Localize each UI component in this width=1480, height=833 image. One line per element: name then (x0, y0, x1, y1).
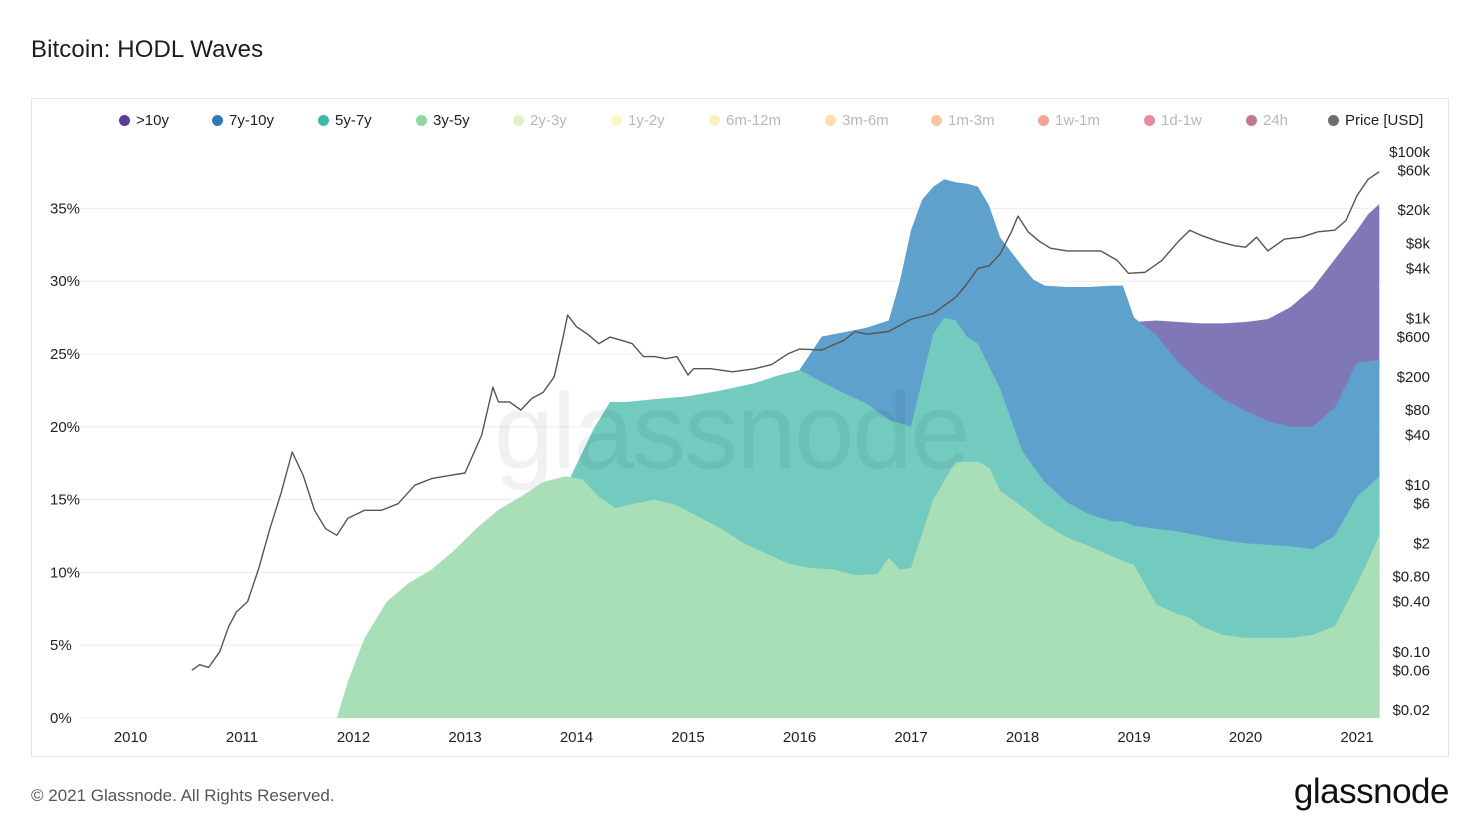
price-tick-label: $4k (1406, 260, 1431, 277)
x-tick-label: 2013 (448, 729, 481, 746)
legend-dot (709, 115, 720, 126)
legend-item[interactable]: 1m-3m (931, 112, 995, 129)
legend-dot (119, 115, 130, 126)
legend-label: 6m-12m (726, 112, 782, 129)
price-tick-label: $100k (1389, 144, 1430, 161)
y-tick-label: 25% (50, 346, 80, 363)
legend-dot (1328, 115, 1339, 126)
x-tick-label: 2012 (337, 729, 370, 746)
price-tick-label: $0.40 (1392, 594, 1430, 611)
legend-label: Price [USD] (1345, 112, 1424, 129)
legend-label: 7y-10y (229, 112, 275, 129)
x-tick-label: 2015 (671, 729, 704, 746)
legend-label: 3y-5y (433, 112, 470, 129)
legend-item[interactable]: 1y-2y (611, 112, 665, 129)
legend-dot (825, 115, 836, 126)
price-tick-label: $600 (1397, 329, 1430, 346)
x-tick-label: 2020 (1229, 729, 1262, 746)
legend-dot (318, 115, 329, 126)
price-tick-label: $20k (1397, 202, 1430, 219)
legend-item[interactable]: 1d-1w (1144, 112, 1202, 129)
legend-label: 1w-1m (1055, 112, 1101, 129)
price-tick-label: $1k (1406, 311, 1431, 328)
legend-dot (611, 115, 622, 126)
legend-dot (1144, 115, 1155, 126)
legend-item[interactable]: 6m-12m (709, 112, 781, 129)
price-tick-label: $0.10 (1392, 644, 1430, 661)
x-tick-label: 2010 (114, 729, 147, 746)
legend-dot (513, 115, 524, 126)
x-tick-label: 2014 (560, 729, 593, 746)
y-tick-label: 20% (50, 419, 80, 436)
legend-dot (416, 115, 427, 126)
price-tick-label: $6 (1413, 496, 1430, 513)
legend-item[interactable]: 3m-6m (825, 112, 889, 129)
chart-legend: >10y 7y-10y 5y-7y 3y-5y 2y-3y 1y-2y 6m-12m 3m-6… (0, 112, 1480, 132)
legend-label: 1y-2y (628, 112, 665, 129)
area-series-3y5y (336, 461, 1380, 718)
x-tick-label: 2011 (226, 729, 258, 746)
x-tick-label: 2018 (1006, 729, 1039, 746)
legend-item[interactable]: >10y (119, 112, 169, 129)
legend-dot (1246, 115, 1257, 126)
price-tick-label: $80 (1405, 402, 1430, 419)
y-tick-label: 5% (50, 637, 72, 654)
y-tick-label: 15% (50, 492, 80, 509)
page-title: Bitcoin: HODL Waves (31, 36, 264, 63)
price-tick-label: $40 (1405, 427, 1430, 444)
price-tick-label: $0.80 (1392, 569, 1430, 586)
price-line (191, 171, 1380, 671)
price-tick-label: $10 (1405, 477, 1430, 494)
legend-item[interactable]: 24h (1246, 112, 1288, 129)
footer-copyright: © 2021 Glassnode. All Rights Reserved. (31, 786, 335, 805)
legend-label: 5y-7y (335, 112, 372, 129)
legend-item[interactable]: 3y-5y (416, 112, 470, 129)
y-tick-label: 0% (50, 710, 72, 727)
x-tick-label: 2021 (1340, 729, 1373, 746)
price-tick-label: $200 (1397, 369, 1430, 386)
x-tick-label: 2017 (894, 729, 927, 746)
price-tick-label: $8k (1406, 235, 1431, 252)
price-tick-label: $0.06 (1392, 662, 1430, 679)
legend-label: 1m-3m (948, 112, 995, 129)
legend-label: >10y (136, 112, 169, 129)
glassnode-logo: glassnode (1293, 772, 1450, 811)
legend-dot (212, 115, 223, 126)
y-tick-label: 30% (50, 273, 80, 290)
price-tick-label: $60k (1397, 162, 1430, 179)
legend-item[interactable]: 7y-10y (212, 112, 274, 129)
legend-label: 24h (1263, 112, 1289, 129)
x-tick-label: 2016 (783, 729, 816, 746)
legend-label: 1d-1w (1161, 112, 1202, 129)
price-tick-label: $0.02 (1392, 702, 1430, 719)
legend-item[interactable]: 5y-7y (318, 112, 372, 129)
legend-label: 2y-3y (530, 112, 567, 129)
legend-item[interactable]: Price [USD] (1328, 112, 1423, 129)
x-tick-label: 2019 (1117, 729, 1150, 746)
legend-dot (931, 115, 942, 126)
y-tick-label: 35% (50, 200, 80, 217)
legend-dot (1038, 115, 1049, 126)
legend-item[interactable]: 2y-3y (513, 112, 567, 129)
legend-label: 3m-6m (842, 112, 889, 129)
legend-item[interactable]: 1w-1m (1038, 112, 1100, 129)
price-tick-label: $2 (1413, 535, 1430, 552)
y-tick-label: 10% (50, 564, 80, 581)
